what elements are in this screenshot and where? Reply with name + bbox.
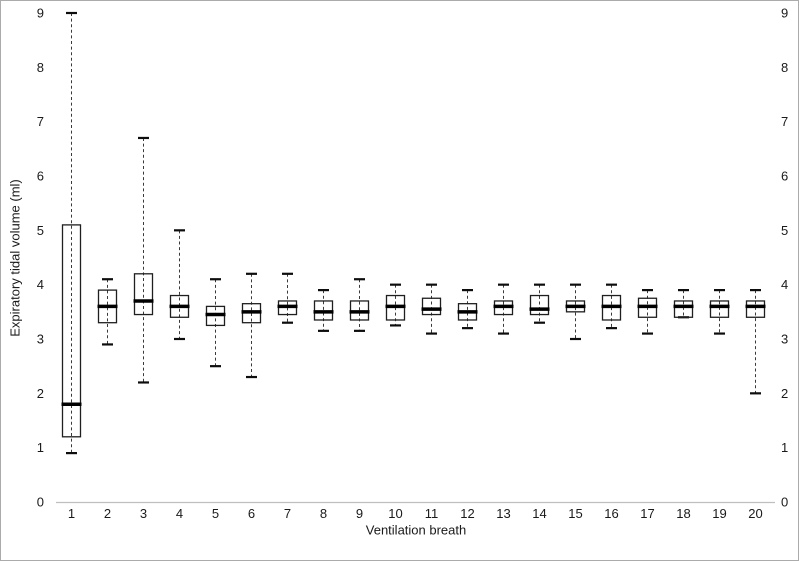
- box-iqr: [673, 300, 694, 318]
- y-tick-label-left: 1: [37, 440, 44, 455]
- x-tick-label: 20: [748, 506, 762, 521]
- x-tick-label: 9: [356, 506, 363, 521]
- x-tick-label: 1: [68, 506, 75, 521]
- x-tick-label: 2: [104, 506, 111, 521]
- y-tick-label-right: 3: [781, 332, 788, 347]
- x-tick-label: 15: [568, 506, 582, 521]
- y-tick-label-left: 3: [37, 332, 44, 347]
- y-axis-title: Expiratory tidal volume (ml): [7, 179, 23, 337]
- x-tick-label: 16: [604, 506, 618, 521]
- box-iqr: [421, 297, 442, 316]
- box-iqr: [133, 273, 154, 316]
- y-tick-label-left: 5: [37, 223, 44, 238]
- x-tick-label: 5: [212, 506, 219, 521]
- box-iqr: [61, 224, 82, 438]
- y-tick-label-right: 6: [781, 169, 788, 184]
- y-tick-label-right: 4: [781, 277, 788, 292]
- x-tick-label: 17: [640, 506, 654, 521]
- y-tick-label-left: 4: [37, 277, 44, 292]
- y-tick-label-left: 7: [37, 114, 44, 129]
- y-tick-label-left: 9: [37, 6, 44, 21]
- x-tick-label: 19: [712, 506, 726, 521]
- y-tick-label-right: 1: [781, 440, 788, 455]
- x-tick-label: 12: [460, 506, 474, 521]
- y-tick-label-right: 7: [781, 114, 788, 129]
- y-tick-label-left: 8: [37, 60, 44, 75]
- y-tick-label-left: 0: [37, 495, 44, 510]
- y-tick-label-right: 8: [781, 60, 788, 75]
- box-iqr: [529, 294, 550, 316]
- x-tick-label: 6: [248, 506, 255, 521]
- x-tick-label: 10: [388, 506, 402, 521]
- x-tick-label: 18: [676, 506, 690, 521]
- x-tick-label: 14: [532, 506, 546, 521]
- x-tick-label: 8: [320, 506, 327, 521]
- y-tick-label-right: 0: [781, 495, 788, 510]
- y-tick-label-left: 6: [37, 169, 44, 184]
- x-tick-label: 7: [284, 506, 291, 521]
- y-tick-label-left: 2: [37, 386, 44, 401]
- x-tick-label: 3: [140, 506, 147, 521]
- x-tick-label: 4: [176, 506, 183, 521]
- y-tick-label-right: 5: [781, 223, 788, 238]
- x-tick-label: 11: [425, 506, 439, 521]
- y-tick-label-right: 9: [781, 6, 788, 21]
- y-tick-label-right: 2: [781, 386, 788, 401]
- box-iqr: [709, 300, 730, 318]
- x-tick-label: 13: [496, 506, 510, 521]
- x-axis-title: Ventilation breath: [365, 522, 467, 538]
- box-iqr: [745, 300, 766, 318]
